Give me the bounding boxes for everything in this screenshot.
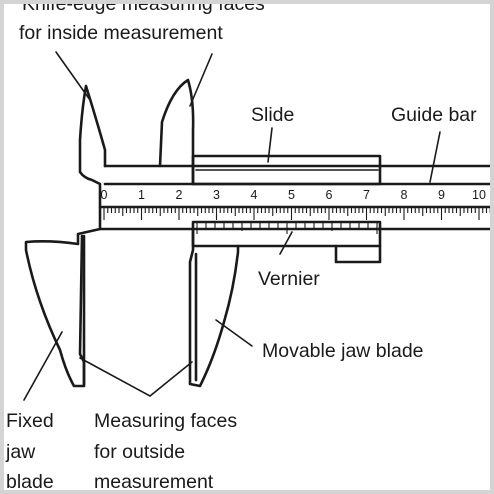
scale-number: 6 bbox=[326, 188, 333, 202]
leader-knife-right bbox=[189, 53, 213, 107]
leader-movable-jaw bbox=[215, 319, 253, 347]
vernier-scale-ticks bbox=[196, 222, 378, 234]
scale-number: 3 bbox=[213, 188, 220, 202]
label-fixed-line2: jaw bbox=[5, 441, 36, 463]
label-vernier: Vernier bbox=[258, 268, 320, 290]
leader-measuring-faces bbox=[79, 357, 193, 397]
label-fixed-line1: Fixed bbox=[6, 410, 54, 432]
vernier-plate-step bbox=[334, 244, 382, 264]
leader-knife-left bbox=[55, 51, 91, 101]
scale-number: 9 bbox=[438, 188, 445, 202]
movable-knife-jaw bbox=[158, 78, 195, 186]
label-measuring-line1: Measuring faces bbox=[94, 410, 237, 432]
scale-number: 8 bbox=[401, 188, 408, 202]
label-slide: Slide bbox=[251, 104, 294, 126]
label-measuring-line2: for outside bbox=[94, 441, 185, 463]
scale-number: 4 bbox=[251, 188, 258, 202]
scale-number: 2 bbox=[176, 188, 183, 202]
scale-number: 7 bbox=[363, 188, 370, 202]
leader-vernier bbox=[279, 231, 293, 255]
scale-number: 5 bbox=[288, 188, 295, 202]
label-knife-edge-line2: for inside measurement bbox=[19, 22, 223, 44]
fixed-jaw bbox=[24, 84, 107, 388]
label-fixed-line3: blade bbox=[6, 471, 54, 493]
leader-slide bbox=[267, 127, 273, 163]
scale-number: 10 bbox=[472, 188, 486, 202]
label-guide-bar: Guide bar bbox=[391, 104, 477, 126]
label-knife-edge-line1: Knife-edge measuring faces bbox=[22, 0, 265, 15]
leader-fixed-jaw bbox=[23, 331, 63, 401]
leader-guide-bar bbox=[429, 131, 441, 183]
scale-number: 0 bbox=[101, 188, 108, 202]
scale-number: 1 bbox=[138, 188, 145, 202]
main-scale-strip bbox=[98, 205, 494, 231]
label-movable-jaw-blade: Movable jaw blade bbox=[262, 340, 424, 362]
guide-bar bbox=[103, 164, 494, 186]
movable-jaw bbox=[188, 227, 240, 388]
main-scale-numbers: 0 1 2 3 4 5 6 7 8 9 10 bbox=[101, 188, 486, 202]
main-scale-ticks bbox=[103, 207, 494, 220]
label-measuring-line3: measurement bbox=[94, 471, 214, 493]
